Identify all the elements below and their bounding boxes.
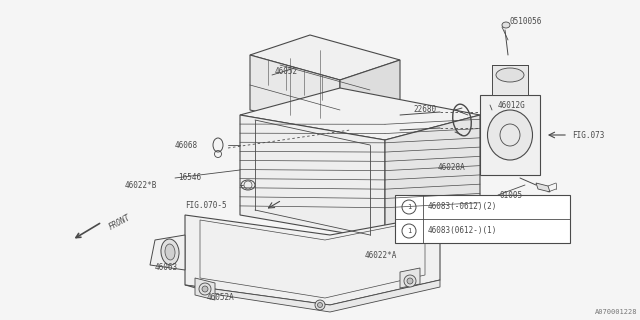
Text: FIG.073: FIG.073 (572, 131, 604, 140)
Polygon shape (536, 183, 550, 192)
Text: 16546: 16546 (178, 173, 201, 182)
Polygon shape (185, 215, 440, 305)
Polygon shape (195, 278, 215, 300)
Text: 46022*A: 46022*A (365, 251, 397, 260)
Text: 46012G: 46012G (498, 100, 525, 109)
Text: 1: 1 (407, 204, 411, 210)
Circle shape (199, 283, 211, 295)
Text: 22680: 22680 (413, 106, 436, 115)
Text: 46068: 46068 (175, 140, 198, 149)
Circle shape (407, 278, 413, 284)
Ellipse shape (161, 239, 179, 265)
Text: 1: 1 (407, 228, 411, 234)
Circle shape (202, 286, 208, 292)
Polygon shape (340, 60, 400, 130)
Text: 46083(0612-)(1): 46083(0612-)(1) (428, 227, 497, 236)
Polygon shape (150, 235, 185, 270)
Text: FIG.070-5: FIG.070-5 (185, 201, 227, 210)
Text: 46052A: 46052A (207, 293, 235, 302)
Ellipse shape (165, 244, 175, 260)
Text: 01005: 01005 (500, 190, 523, 199)
Polygon shape (250, 55, 340, 130)
Polygon shape (400, 268, 420, 288)
Ellipse shape (488, 110, 532, 160)
Polygon shape (385, 115, 480, 240)
Polygon shape (480, 95, 540, 175)
Text: 46063: 46063 (155, 263, 178, 273)
Text: 0510056: 0510056 (510, 18, 542, 27)
Text: FRONT: FRONT (107, 212, 132, 231)
Bar (395, 195, 570, 243)
Text: A070001228: A070001228 (595, 309, 637, 315)
Polygon shape (250, 35, 400, 80)
Ellipse shape (502, 22, 510, 28)
Circle shape (404, 275, 416, 287)
Circle shape (315, 300, 325, 310)
Ellipse shape (496, 68, 524, 82)
Text: 46028A: 46028A (438, 164, 466, 172)
Text: 46083(-0612)(2): 46083(-0612)(2) (428, 203, 497, 212)
Text: 46052: 46052 (275, 68, 298, 76)
Polygon shape (492, 65, 528, 95)
Polygon shape (240, 88, 480, 140)
Text: 46022*B: 46022*B (125, 180, 157, 189)
Circle shape (317, 302, 323, 308)
Polygon shape (185, 280, 440, 312)
Polygon shape (240, 115, 385, 240)
